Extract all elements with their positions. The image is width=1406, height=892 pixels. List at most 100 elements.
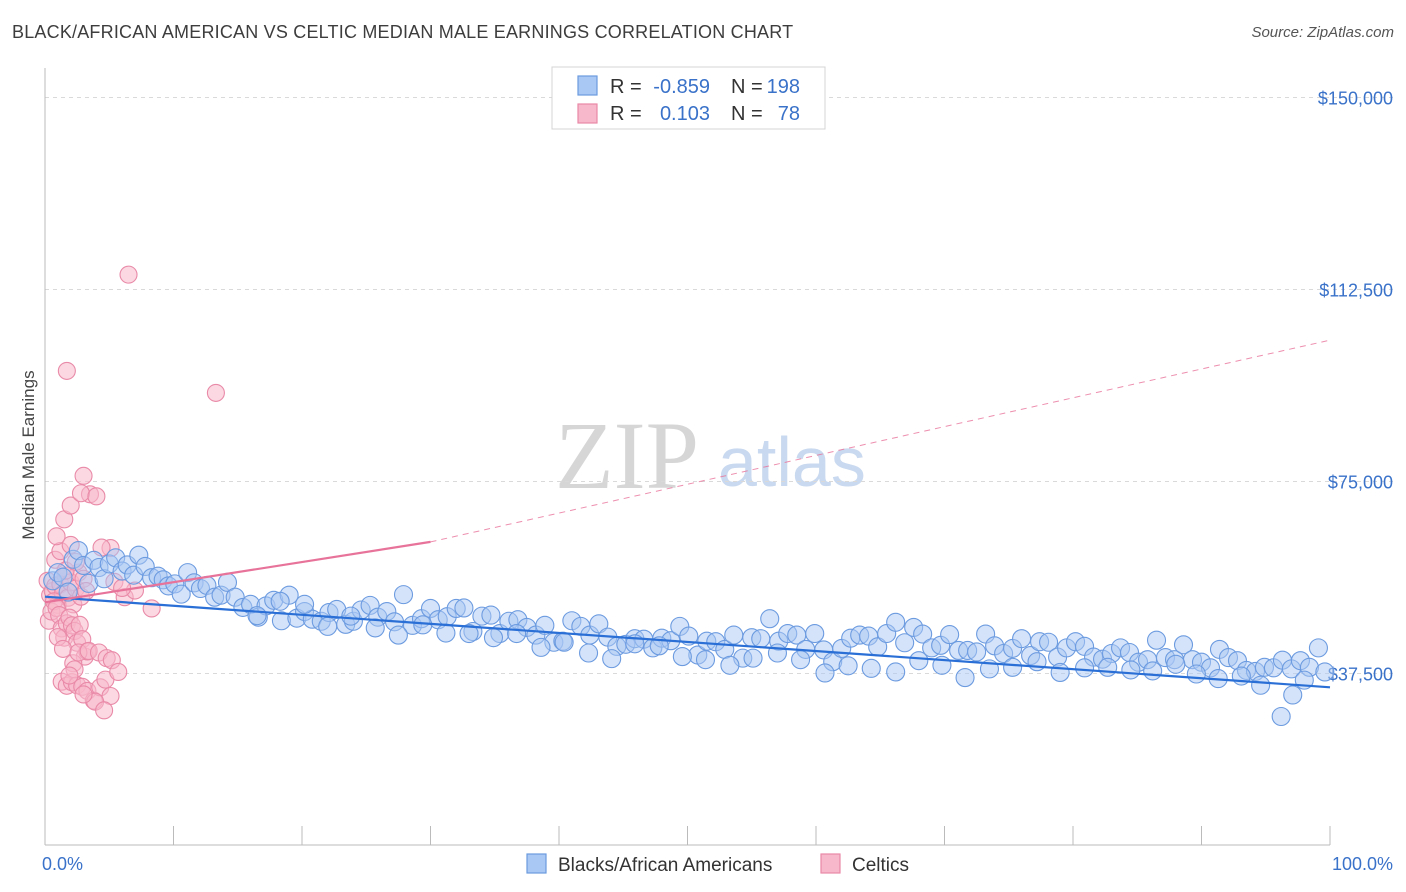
celtics-point: [60, 666, 79, 685]
bottom-legend-swatch-pink: [820, 853, 841, 874]
blacks-point: [1173, 635, 1194, 655]
x-tick-label: 0.0%: [42, 854, 83, 874]
bottom-legend-swatch-blue: [526, 853, 547, 874]
blacks-point: [459, 623, 479, 644]
blacks-point: [695, 650, 716, 670]
blacks-point: [1315, 662, 1335, 682]
y-tick-labels: $150,000 $112,500 $75,000 $37,500: [1318, 88, 1393, 684]
y-tick-label: $37,500: [1328, 664, 1393, 684]
blacks-point: [913, 624, 933, 644]
bottom-legend-label-blue: Blacks/African Americans: [558, 855, 772, 876]
blacks-point: [1166, 654, 1186, 674]
blacks-point: [1121, 660, 1141, 680]
blacks-point: [743, 648, 763, 668]
blacks-point: [247, 606, 267, 626]
legend-n-label-1: N =: [731, 76, 763, 98]
blacks-point: [861, 658, 881, 678]
blacks-point: [1075, 658, 1095, 678]
celtics-point: [61, 496, 80, 515]
blacks-point: [1003, 657, 1023, 677]
chart-title: BLACK/AFRICAN AMERICAN VS CELTIC MEDIAN …: [12, 22, 794, 42]
trend-lines: [44, 339, 1331, 689]
legend-r-label-1: R =: [610, 76, 642, 98]
blacks-point: [955, 668, 975, 688]
series-legend: Blacks/African Americans Celtics: [526, 853, 909, 876]
blacks-points: [43, 541, 1335, 727]
blacks-point: [295, 594, 315, 614]
blacks-point: [507, 623, 527, 644]
blacks-point: [815, 663, 835, 683]
blacks-point: [1186, 664, 1206, 684]
celtics-point: [206, 383, 225, 402]
blacks-point: [602, 649, 622, 669]
blacks-point: [1050, 662, 1070, 683]
blacks-point: [1146, 630, 1167, 650]
celtics-point: [74, 685, 93, 704]
blacks-point: [1098, 657, 1118, 677]
blacks-point: [672, 647, 692, 667]
legend-r-value-2: 0.103: [660, 103, 710, 125]
celtics-point: [74, 466, 93, 485]
blacks-point: [554, 632, 574, 652]
legend-swatch-pink: [577, 103, 598, 124]
blacks-point: [589, 614, 609, 634]
legend-r-value-1: -0.859: [653, 76, 710, 98]
blacks-point: [483, 628, 504, 648]
y-tick-label: $75,000: [1328, 472, 1393, 492]
legend-n-value-2: 78: [778, 103, 800, 125]
blacks-point: [886, 662, 906, 682]
blacks-point: [365, 618, 385, 638]
blacks-point: [341, 606, 361, 626]
blacks-point: [1308, 638, 1328, 658]
blacks-point: [1271, 706, 1291, 727]
y-axis-label: Median Male Earnings: [19, 370, 38, 539]
blacks-point: [805, 623, 825, 644]
celtics-point: [71, 484, 91, 503]
blacks-point: [940, 625, 960, 645]
celtics-point: [57, 361, 76, 380]
blacks-point: [388, 625, 408, 645]
blacks-point: [724, 625, 744, 645]
stats-legend: R = -0.859 N = 198 R = 0.103 N = 78: [551, 66, 826, 130]
bottom-legend-label-pink: Celtics: [852, 855, 909, 876]
blacks-point: [454, 598, 474, 618]
chart-source: Source: ZipAtlas.com: [1251, 24, 1394, 41]
celtics-point: [95, 701, 114, 720]
celtics-points: [38, 265, 225, 720]
legend-n-value-1: 198: [767, 76, 800, 98]
blacks-point: [895, 633, 915, 653]
blacks-point: [1012, 629, 1032, 649]
y-tick-label: $150,000: [1318, 88, 1393, 108]
blacks-point: [679, 626, 699, 646]
blacks-trend-line: [44, 595, 1331, 689]
blacks-point: [318, 616, 338, 636]
x-tick-label: 100.0%: [1332, 854, 1393, 874]
blacks-point: [838, 656, 858, 676]
blacks-point: [1251, 675, 1271, 695]
blacks-point: [481, 605, 501, 625]
celtics-point: [53, 639, 73, 658]
celtics-point: [47, 527, 66, 546]
axes: [44, 68, 1331, 846]
blacks-point: [270, 591, 290, 611]
blacks-point: [760, 609, 780, 629]
blacks-point: [751, 629, 771, 649]
legend-r-label-2: R =: [610, 103, 642, 125]
blacks-point: [967, 642, 987, 662]
blacks-point: [909, 651, 929, 671]
blacks-point: [58, 582, 78, 602]
blacks-point: [720, 655, 740, 675]
legend-n-label-2: N =: [731, 103, 763, 125]
blacks-point: [1143, 661, 1163, 681]
celtics-point: [109, 662, 128, 681]
legend-swatch-blue: [577, 75, 598, 96]
x-tick-labels: 0.0% 100.0%: [42, 854, 1393, 874]
blacks-point: [791, 650, 811, 670]
blacks-point: [1039, 632, 1059, 652]
blacks-point: [767, 643, 788, 663]
blacks-point: [171, 584, 191, 604]
blacks-point: [531, 637, 551, 657]
blacks-point: [436, 623, 456, 643]
blacks-point: [886, 612, 906, 632]
blacks-point: [1283, 685, 1303, 705]
